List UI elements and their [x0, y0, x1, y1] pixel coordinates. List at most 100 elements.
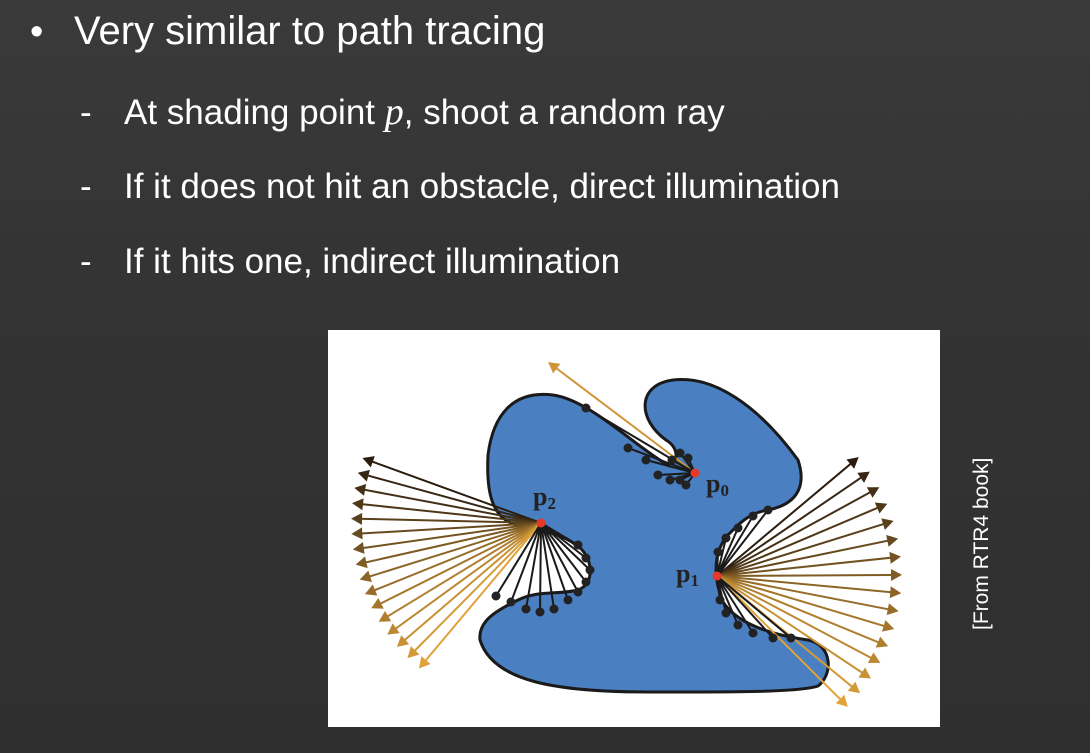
hit-dot — [563, 595, 573, 605]
ray-arrowhead — [355, 556, 368, 569]
ray-arrowhead — [857, 471, 870, 483]
hit-dot — [623, 443, 633, 453]
ray-line — [363, 473, 542, 524]
ray-arrowhead — [371, 597, 384, 609]
ray-line — [358, 522, 542, 550]
ray-arrowhead — [354, 483, 367, 496]
ray-arrowhead — [889, 586, 902, 599]
main-bullet: • Very similar to path tracing — [30, 8, 545, 55]
hit-dot — [786, 633, 796, 643]
ray-arrowhead — [351, 512, 363, 525]
ray-line — [370, 522, 542, 593]
ray-arrowhead — [387, 623, 400, 635]
ray-line — [540, 522, 569, 601]
ray-arrowhead — [881, 518, 894, 530]
hit-dot — [675, 475, 685, 485]
ray-arrowhead — [867, 652, 881, 663]
ray-line — [357, 522, 542, 535]
ray-arrowhead — [378, 610, 392, 622]
ray-line — [716, 556, 896, 577]
ray-line — [716, 575, 889, 629]
hit-dot — [491, 591, 501, 601]
figure-credit: [From RTR4 book] — [970, 457, 993, 630]
figure-svg: p0 p1 p2 — [351, 362, 902, 707]
ray-line — [367, 459, 542, 524]
ray-line — [716, 505, 883, 577]
ray-line — [540, 522, 579, 593]
ray-arrowhead — [847, 681, 861, 694]
ray-line — [716, 527, 739, 577]
ray-arrowhead — [875, 636, 889, 648]
hit-dot — [549, 604, 559, 614]
shading-point-p1 — [712, 571, 722, 581]
ray-line — [716, 575, 739, 626]
ray-arrowhead — [351, 527, 363, 540]
ray-arrowhead — [364, 584, 378, 596]
bullet-marker: • — [30, 11, 44, 53]
ray-arrowhead — [846, 457, 859, 469]
hit-dot — [521, 604, 531, 614]
sample-dots — [491, 403, 796, 643]
ray-line — [716, 509, 769, 577]
hit-dot — [641, 455, 651, 465]
sub-bullet-indirect: - If it hits one, indirect illumination — [80, 242, 840, 317]
ray-line — [540, 522, 591, 571]
ray-arrowhead — [359, 570, 372, 583]
hit-dot — [681, 480, 691, 490]
ray-line — [716, 474, 866, 577]
dash-marker: - — [80, 167, 92, 206]
ray-arrowhead — [407, 646, 420, 659]
ray-line — [410, 522, 542, 655]
ray-group — [351, 362, 902, 707]
sub-bullet-text-after: , shoot a random ray — [403, 93, 725, 132]
ray-line — [555, 367, 696, 474]
ray-line — [716, 575, 883, 645]
ray-line — [540, 522, 555, 610]
ray-arrowhead — [362, 456, 375, 468]
ray-line — [400, 522, 542, 644]
ray-line — [361, 522, 542, 565]
ray-line — [357, 517, 542, 524]
sub-bullet-list: - At shading point p, shoot a random ray … — [80, 92, 840, 317]
label-p2: p2 — [533, 482, 556, 513]
ray-line — [716, 515, 754, 577]
ray-line — [510, 522, 542, 603]
hit-dot — [667, 455, 677, 465]
ray-line — [540, 522, 587, 583]
hit-dot — [581, 577, 591, 587]
ray-line — [359, 487, 542, 524]
ray-arrowhead — [858, 667, 871, 679]
ray-line — [627, 447, 696, 474]
hit-dot — [733, 523, 743, 533]
variable-p: p — [384, 91, 404, 133]
ray-arrowhead — [352, 541, 365, 554]
shading-point-p2 — [536, 518, 546, 528]
label-p0: p0 — [706, 469, 729, 500]
hit-dot — [573, 587, 583, 597]
sub-bullet-text: At shading point — [124, 93, 385, 132]
sub-bullet-shading-point: - At shading point p, shoot a random ray — [80, 92, 840, 167]
hit-dot — [721, 533, 731, 543]
ray-line — [716, 575, 845, 704]
ray-line — [383, 522, 542, 620]
hit-dot — [653, 470, 663, 480]
ray-arrowhead — [548, 362, 561, 374]
ray-arrowhead — [352, 498, 364, 511]
hit-dot — [585, 565, 595, 575]
ray-line — [495, 522, 542, 597]
main-bullet-text: Very similar to path tracing — [74, 9, 546, 53]
ray-line — [716, 573, 897, 577]
ray-line — [716, 575, 774, 639]
sub-bullet-text: If it does not hit an obstacle, direct i… — [124, 167, 840, 206]
ray-line — [539, 522, 542, 613]
ray-line — [716, 460, 855, 577]
dash-marker: - — [80, 242, 92, 281]
ray-line — [716, 575, 876, 661]
ray-arrowhead — [886, 603, 899, 616]
hit-dot — [573, 540, 583, 550]
ray-arrowhead — [890, 568, 902, 581]
hit-dot — [713, 547, 723, 557]
ray-arrowhead — [874, 502, 888, 514]
hit-dot — [683, 453, 693, 463]
hit-dot — [581, 403, 591, 413]
